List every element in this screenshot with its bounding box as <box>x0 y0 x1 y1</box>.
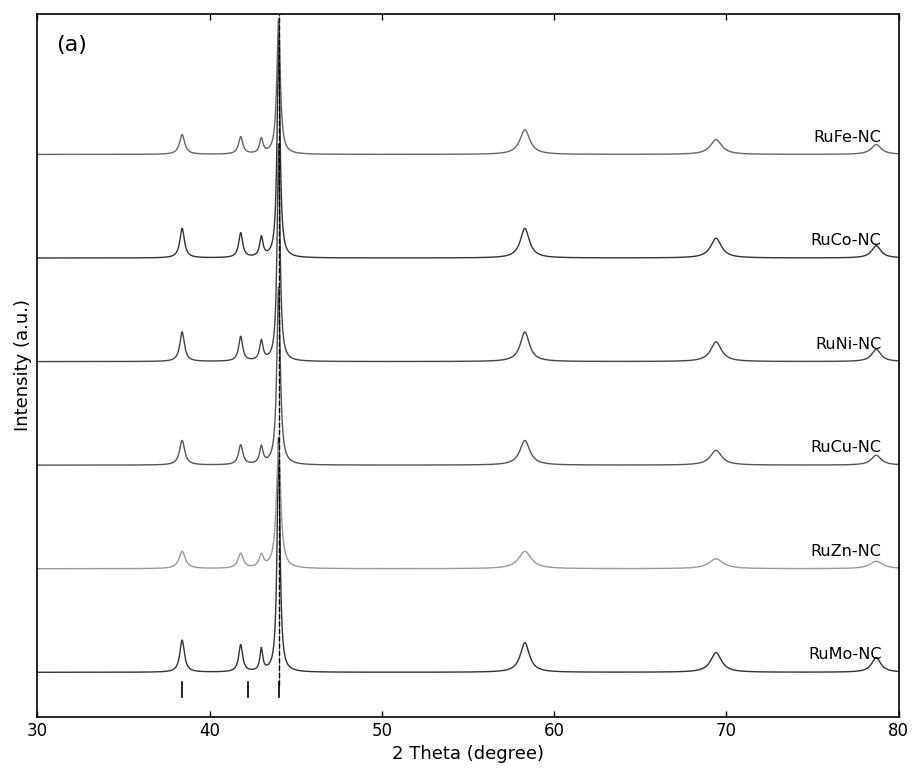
Text: RuCu-NC: RuCu-NC <box>810 441 881 455</box>
Text: RuNi-NC: RuNi-NC <box>815 336 881 352</box>
Y-axis label: Intensity (a.u.): Intensity (a.u.) <box>14 299 32 431</box>
Text: RuFe-NC: RuFe-NC <box>813 130 881 145</box>
X-axis label: 2 Theta (degree): 2 Theta (degree) <box>392 745 544 763</box>
Text: RuMo-NC: RuMo-NC <box>808 647 881 663</box>
Text: (a): (a) <box>56 35 88 55</box>
Text: RuZn-NC: RuZn-NC <box>810 544 881 559</box>
Text: RuCo-NC: RuCo-NC <box>810 233 881 248</box>
